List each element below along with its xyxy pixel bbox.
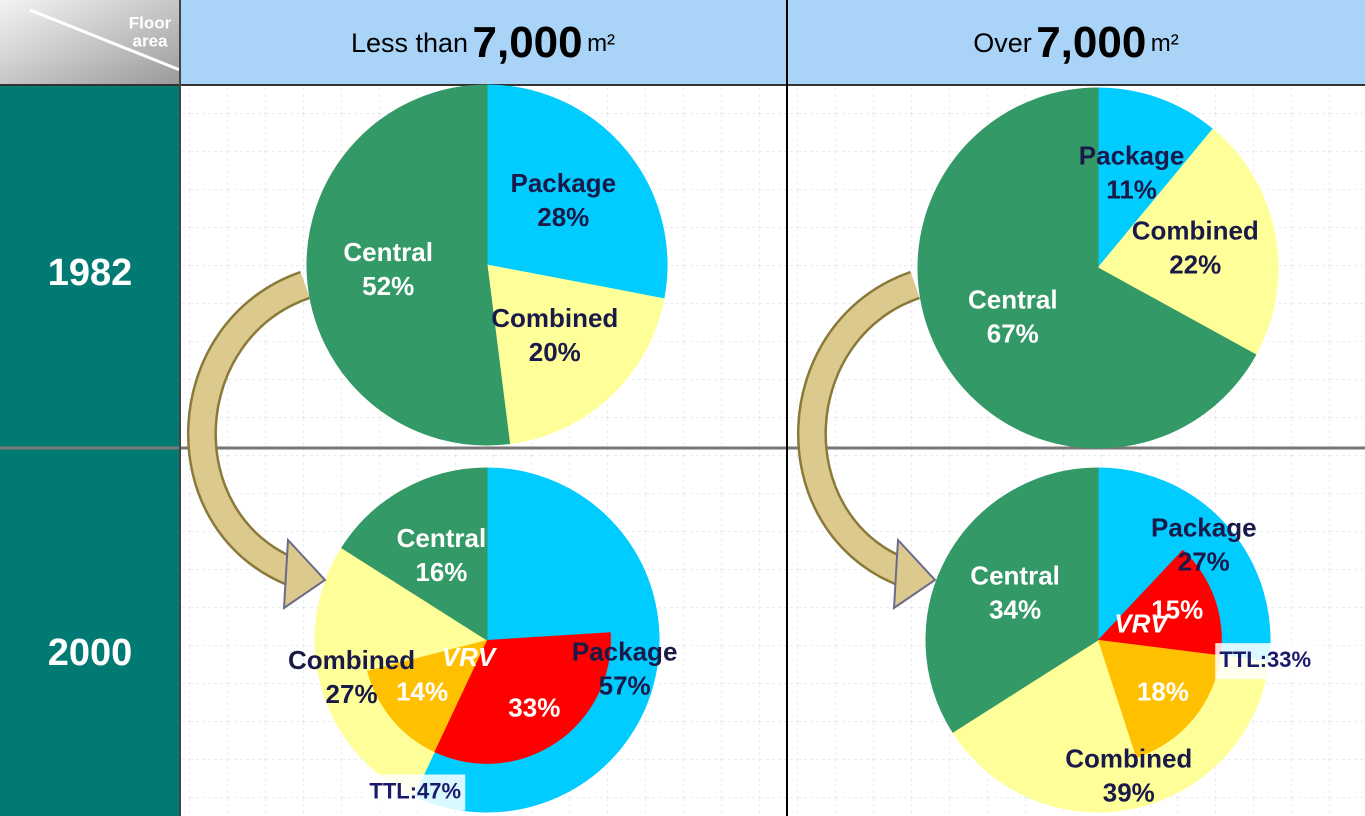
total-label-box <box>365 774 466 811</box>
slice-value: 34% <box>989 594 1041 624</box>
slice-value: 22% <box>1169 249 1221 279</box>
vrv-value: 33% <box>508 693 560 723</box>
slice-value: 39% <box>1103 778 1155 808</box>
pie-slice <box>486 264 665 445</box>
slice-value: 27% <box>326 679 378 709</box>
column-unit: m² <box>587 30 615 57</box>
pie-slice <box>925 467 1099 733</box>
slice-name: Combined <box>288 645 415 675</box>
vrv-label: VRV <box>442 642 498 672</box>
row-label: 2000 <box>48 632 133 674</box>
pie-slice <box>306 84 511 446</box>
vrv-total: TTL:33% <box>1219 647 1311 672</box>
column-area: 7,000 <box>1036 18 1146 67</box>
pie-slice <box>1097 128 1279 356</box>
corner-cell <box>0 0 180 85</box>
slice-name: Package <box>1079 141 1185 171</box>
slice-name: Combined <box>491 303 618 333</box>
total-label-box <box>1215 643 1316 680</box>
slice-name: Central <box>968 284 1058 314</box>
slice-name: Combined <box>1132 215 1259 245</box>
slice-value: 67% <box>987 318 1039 348</box>
column-prefix: Less than <box>351 28 468 58</box>
corner-diagonal <box>29 8 181 72</box>
slice-value: 11% <box>1106 175 1157 205</box>
pie-slice <box>341 467 488 641</box>
slice-name: Central <box>343 237 433 267</box>
slice-value: 16% <box>415 557 467 587</box>
vrv-value: 15% <box>1151 594 1203 624</box>
vrv-label: VRV <box>1114 608 1170 638</box>
pie-slice <box>1097 87 1214 270</box>
vrv-value: 14% <box>396 677 448 707</box>
slice-name: Combined <box>1065 744 1192 774</box>
column-unit: m² <box>1151 30 1179 57</box>
slice-name: Central <box>970 560 1060 590</box>
slice-value: 57% <box>599 671 651 701</box>
row-header-column <box>0 85 180 816</box>
slice-value: 20% <box>529 337 581 367</box>
corner-label: Floor <box>129 13 172 32</box>
transition-arrow <box>187 270 327 610</box>
vrv-total: TTL:47% <box>369 778 461 803</box>
header-row <box>0 0 1365 85</box>
slice-value: 28% <box>537 202 589 232</box>
pie-slice <box>486 84 668 300</box>
corner-label: area <box>133 31 169 50</box>
column-area: 7,000 <box>473 18 583 67</box>
vrv-slice <box>434 632 611 764</box>
slice-value: 52% <box>362 271 414 301</box>
slice-name: Package <box>511 168 617 198</box>
slice-name: Package <box>1151 513 1257 543</box>
vrv-slice <box>367 640 487 753</box>
column-header: Over 7,000 m² <box>973 18 1179 67</box>
vrv-slice <box>1098 640 1221 758</box>
column-header: Less than 7,000 m² <box>351 18 615 67</box>
vrv-slice <box>1098 549 1222 656</box>
pie-slice <box>917 87 1257 449</box>
pies: Package 28% Combined 20% Central 52% Package 11… <box>288 84 1316 813</box>
vrv-value: 18% <box>1137 677 1189 707</box>
slice-name: Central <box>397 523 487 553</box>
column-prefix: Over <box>973 28 1032 58</box>
row-label: 1982 <box>48 252 133 294</box>
transition-arrow <box>797 270 937 610</box>
slice-name: Package <box>572 637 678 667</box>
slice-value: 27% <box>1178 547 1230 577</box>
